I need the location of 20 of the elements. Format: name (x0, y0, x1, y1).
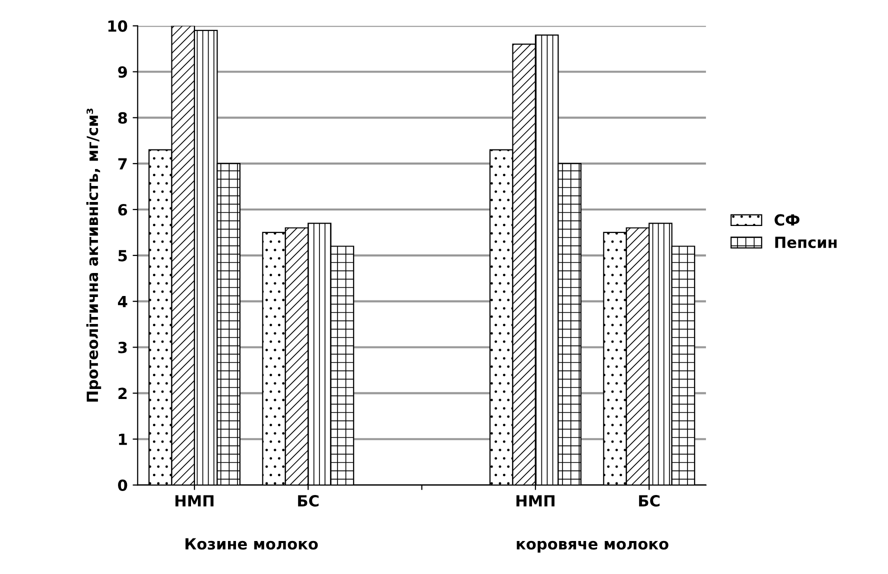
y-tick-label: 2 (118, 388, 127, 399)
y-tick-label: 5 (118, 250, 127, 262)
y-tick-label: 4 (118, 296, 128, 308)
y-tick-label: 1 (119, 434, 127, 445)
x-tick-label: НМП (516, 495, 554, 506)
y-tick-label: 8 (118, 112, 127, 124)
x-tick-label: БС (639, 495, 660, 507)
y-tick-label: 0 (118, 479, 128, 492)
x-tick-label: БС (298, 495, 319, 507)
y-axis-title: Протеолітична активність, мг/см³ (86, 108, 102, 402)
text: Козине молоко (186, 538, 318, 550)
y-tick-label: 6 (118, 204, 128, 216)
text: коровяче молоко (516, 540, 668, 553)
y-tick-label: 10 (108, 20, 128, 32)
legend-label: СФ (774, 214, 800, 226)
y-tick-label: 3 (118, 342, 127, 354)
y-tick-label: 7 (118, 158, 127, 170)
legend-label: Пепсин (775, 236, 837, 248)
x-tick-label: НМП (175, 495, 214, 506)
y-tick-label: 9 (118, 66, 127, 78)
